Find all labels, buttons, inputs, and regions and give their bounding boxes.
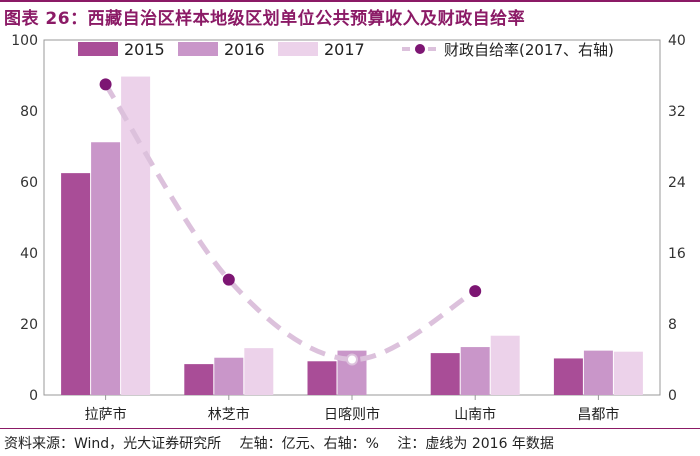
x-tick-label: 昌都市 — [577, 406, 619, 423]
bar-2015 — [553, 358, 583, 395]
chart-svg: 0 20 40 60 80 100 0 8 16 24 32 40 拉萨市 林芝市 日喀则市 山南市 昌都市 20… — [11, 33, 686, 423]
footer-rule — [0, 428, 700, 429]
bar-2015 — [307, 361, 337, 395]
bar-2016 — [460, 347, 490, 395]
y-right-tick-label: 32 — [668, 104, 686, 120]
ratio-line — [103, 83, 477, 363]
y-left-tick-label: 60 — [20, 175, 38, 191]
x-tick-label: 日喀则市 — [324, 406, 380, 423]
bar-2015 — [184, 364, 214, 395]
bar-2016 — [214, 357, 244, 395]
bar-2016 — [583, 350, 613, 395]
y-right-tick-label: 8 — [668, 317, 677, 333]
note-text: 注：虚线为 2016 年数据 — [397, 436, 554, 452]
title-bar: 图表 26：西藏自治区样本地级区划单位公共预算收入及财政自给率 — [0, 0, 700, 29]
axis-unit-text: 左轴：亿元、右轴：% — [239, 436, 379, 452]
legend-swatch-2015 — [78, 42, 118, 56]
bar-2015 — [61, 173, 91, 395]
y-right-tick-label: 40 — [668, 33, 686, 49]
ratio-point — [469, 285, 482, 298]
bar-2017 — [490, 335, 520, 395]
legend-label: 财政自给率(2017、右轴) — [444, 41, 614, 59]
bar-2015 — [430, 353, 460, 395]
y-left-tick-label: 100 — [11, 33, 38, 49]
bar-2016 — [91, 142, 121, 395]
bar-2017 — [613, 351, 643, 395]
source-text: 资料来源：Wind，光大证券研究所 — [4, 436, 222, 452]
y-left-tick-label: 80 — [20, 104, 38, 120]
y-left-tick-label: 0 — [29, 388, 38, 404]
legend-swatch-2017 — [278, 42, 318, 56]
y-right-tick-label: 16 — [668, 246, 686, 262]
legend-label: 2016 — [224, 40, 265, 59]
y-right-tick-label: 0 — [668, 388, 677, 404]
y-right-tick-label: 24 — [668, 175, 686, 191]
legend-line-marker — [415, 44, 425, 54]
ratio-point — [222, 273, 235, 286]
legend-label: 2017 — [324, 40, 365, 59]
x-tick-label: 山南市 — [454, 406, 496, 423]
footer: 资料来源：Wind，光大证券研究所 左轴：亿元、右轴：% 注：虚线为 2016 … — [4, 433, 696, 453]
x-tick-label: 林芝市 — [208, 406, 250, 423]
y-left-tick-label: 40 — [20, 246, 38, 262]
bar-2017 — [244, 348, 274, 395]
bar-2017 — [121, 76, 151, 395]
chart-title: 图表 26：西藏自治区样本地级区划单位公共预算收入及财政自给率 — [4, 9, 526, 29]
x-tick-label: 拉萨市 — [85, 406, 127, 423]
legend-label: 2015 — [124, 40, 165, 59]
legend-swatch-2016 — [178, 42, 218, 56]
y-left-tick-label: 20 — [20, 317, 38, 333]
ratio-point — [346, 353, 358, 366]
ratio-point — [99, 78, 112, 91]
